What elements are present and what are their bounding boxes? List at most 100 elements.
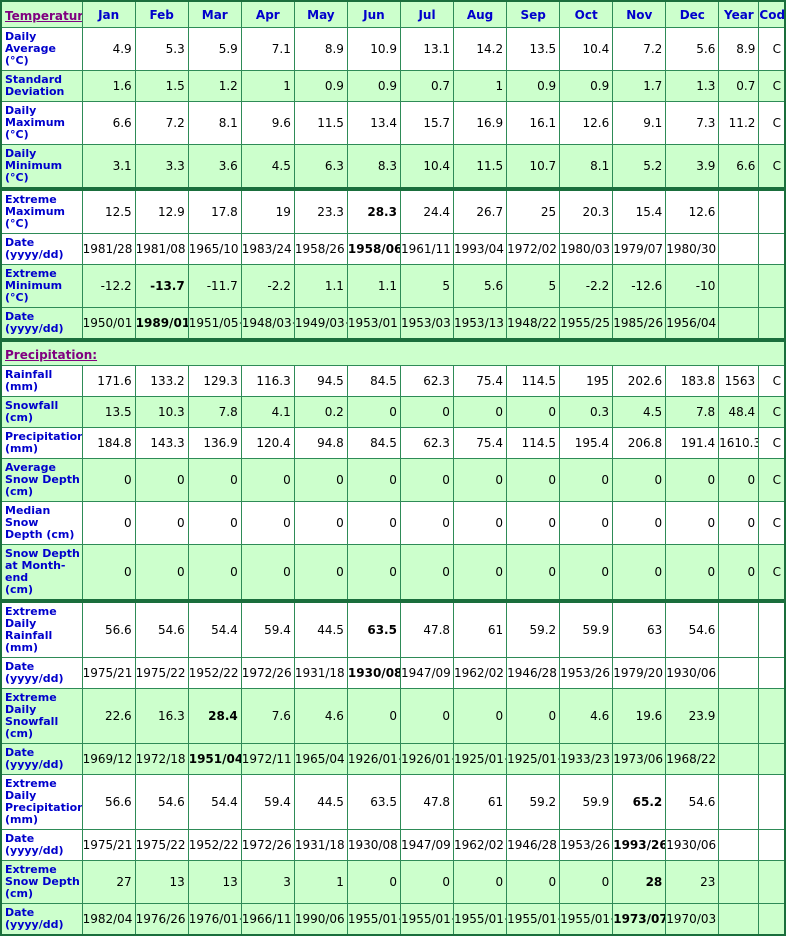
data-cell: 11.5 bbox=[453, 144, 508, 189]
column-header-jan: Jan bbox=[81, 0, 136, 28]
data-cell: 11.2 bbox=[718, 101, 760, 145]
data-cell: 19.6 bbox=[612, 688, 667, 744]
table-row: Extreme Daily Precipitation (mm) 56.6 54.6… bbox=[0, 774, 786, 830]
data-cell: 0 bbox=[558, 501, 614, 545]
temperature-section-link[interactable]: Temperature: bbox=[5, 9, 81, 23]
data-cell: 17.8 bbox=[187, 189, 242, 234]
data-cell: 1930/08 bbox=[346, 657, 401, 689]
precipitation-normals-table: Precipitation: Rainfall (mm) 171.6 133.2 129… bbox=[0, 340, 786, 601]
table-row: Snow Depth at Month-end (cm) 0 0 0 0 0 0 0 0 0 0 0 0… bbox=[0, 544, 786, 601]
data-cell: 1.7 bbox=[612, 70, 667, 102]
data-cell: 184.8 bbox=[81, 427, 136, 459]
data-cell: 133.2 bbox=[134, 365, 189, 397]
data-cell: 8.9 bbox=[293, 27, 348, 71]
data-cell: 1950/01 bbox=[81, 307, 136, 340]
data-cell: 1610.3 bbox=[718, 427, 760, 459]
data-cell: 5 bbox=[506, 264, 561, 308]
row-label: Date (yyyy/dd) bbox=[0, 903, 83, 936]
data-cell: 3 bbox=[240, 860, 295, 904]
table-row: Extreme Daily Rainfall (mm) 56.6 54.6 54.4 5… bbox=[0, 601, 786, 658]
data-cell: 1931/18 bbox=[293, 829, 348, 861]
table-row: Median Snow Depth (cm) 0 0 0 0 0 0 0 0 0 0 0 0 0 C bbox=[0, 501, 786, 545]
temperature-extremes-table: Extreme Maximum (°C) 12.5 12.9 17.8 19 23.3 28… bbox=[0, 189, 786, 340]
data-cell: 0 bbox=[240, 458, 295, 502]
data-cell: 0 bbox=[718, 544, 760, 601]
row-label: Precipitation (mm) bbox=[0, 427, 83, 459]
data-cell: 0 bbox=[453, 860, 508, 904]
data-cell: 0 bbox=[452, 544, 507, 601]
data-cell: 136.9 bbox=[187, 427, 242, 459]
table-row: Standard Deviation 1.6 1.5 1.2 1 0.9 0.9 0.7 1 0.… bbox=[0, 70, 786, 102]
data-cell: 1979/07 bbox=[612, 233, 667, 265]
row-label: Date (yyyy/dd) bbox=[0, 307, 83, 340]
data-cell: 4.6 bbox=[559, 688, 614, 744]
data-cell: 10.7 bbox=[506, 144, 561, 189]
data-cell: 19 bbox=[240, 189, 295, 234]
data-cell: 0 bbox=[134, 501, 189, 545]
data-cell: 26.7 bbox=[453, 189, 508, 234]
data-cell bbox=[758, 860, 786, 904]
data-cell: C bbox=[758, 101, 786, 145]
data-cell bbox=[758, 743, 786, 775]
data-cell: 0 bbox=[399, 688, 455, 744]
data-cell: 28 bbox=[612, 860, 667, 904]
data-cell: 59.9 bbox=[559, 601, 614, 658]
data-cell bbox=[718, 601, 760, 658]
data-cell: 23.9 bbox=[665, 688, 720, 744]
data-cell: 10.3 bbox=[134, 396, 189, 428]
data-cell: 12.6 bbox=[665, 189, 720, 234]
data-cell: 4.5 bbox=[612, 396, 667, 428]
row-label: Extreme Minimum (°C) bbox=[0, 264, 83, 308]
row-label: Date (yyyy/dd) bbox=[0, 743, 83, 775]
data-cell: 44.5 bbox=[293, 601, 348, 658]
data-cell: 171.6 bbox=[81, 365, 136, 397]
data-cell: 59.9 bbox=[559, 774, 614, 830]
data-cell: C bbox=[758, 365, 786, 397]
data-cell bbox=[718, 657, 760, 689]
data-cell: 1955/01+ bbox=[399, 903, 455, 936]
data-cell: 1948/22 bbox=[506, 307, 561, 340]
data-cell: 4.5 bbox=[240, 144, 295, 189]
data-cell: 206.8 bbox=[612, 427, 667, 459]
data-cell: 0 bbox=[293, 544, 348, 601]
data-cell: 1982/04 bbox=[81, 903, 136, 936]
data-cell: 84.5 bbox=[346, 427, 401, 459]
row-label: Daily Average (°C) bbox=[0, 27, 83, 71]
data-cell: 8.1 bbox=[187, 101, 242, 145]
data-cell: 13 bbox=[134, 860, 189, 904]
table-row: Date (yyyy/dd)1982/041976/261976/01+1966… bbox=[0, 903, 786, 936]
data-cell: 0 bbox=[453, 688, 508, 744]
precipitation-section-link[interactable]: Precipitation: bbox=[5, 348, 98, 362]
data-cell: 1965/10 bbox=[187, 233, 242, 265]
table-row: Precipitation (mm) 184.8 143.3 136.9 120.4 94… bbox=[0, 427, 786, 459]
data-cell: 1.1 bbox=[293, 264, 348, 308]
table-row: Date (yyyy/dd) 1969/12 1972/18 1951/04 1972/… bbox=[0, 743, 786, 775]
row-label: Daily Maximum (°C) bbox=[0, 101, 83, 145]
table-row: Date (yyyy/dd) 1975/21 1975/22 1952/22 1972/… bbox=[0, 829, 786, 861]
column-header-aug: Aug bbox=[453, 0, 508, 28]
data-cell: 1973/06 bbox=[612, 743, 667, 775]
data-cell: 1930/06 bbox=[665, 829, 720, 861]
data-cell: 10.9 bbox=[346, 27, 401, 71]
data-cell: C bbox=[758, 396, 786, 428]
data-cell: 1.5 bbox=[134, 70, 189, 102]
data-cell: 1983/24 bbox=[240, 233, 295, 265]
data-cell: -12.6 bbox=[612, 264, 667, 308]
row-label: Extreme Maximum (°C) bbox=[0, 189, 83, 234]
data-cell: 1993/04 bbox=[453, 233, 508, 265]
data-cell: 15.4 bbox=[612, 189, 667, 234]
data-cell bbox=[758, 829, 786, 861]
data-cell: 28.3 bbox=[346, 189, 401, 234]
data-cell: 1563 bbox=[718, 365, 760, 397]
precipitation-extremes-table: Extreme Daily Rainfall (mm) 56.6 54.6 54.4 5… bbox=[0, 601, 786, 936]
data-cell: 129.3 bbox=[187, 365, 242, 397]
data-cell: 0.9 bbox=[506, 70, 561, 102]
data-cell: 12.9 bbox=[134, 189, 189, 234]
row-label: Extreme Daily Precipitation (mm) bbox=[0, 774, 83, 830]
column-header-jul: Jul bbox=[399, 0, 455, 28]
data-cell: 1990/06 bbox=[293, 903, 348, 936]
data-cell: 0 bbox=[665, 544, 720, 601]
data-cell: 195 bbox=[558, 365, 614, 397]
temperature-header-cell: Temperature: bbox=[0, 0, 83, 28]
data-cell: 12.5 bbox=[81, 189, 136, 234]
